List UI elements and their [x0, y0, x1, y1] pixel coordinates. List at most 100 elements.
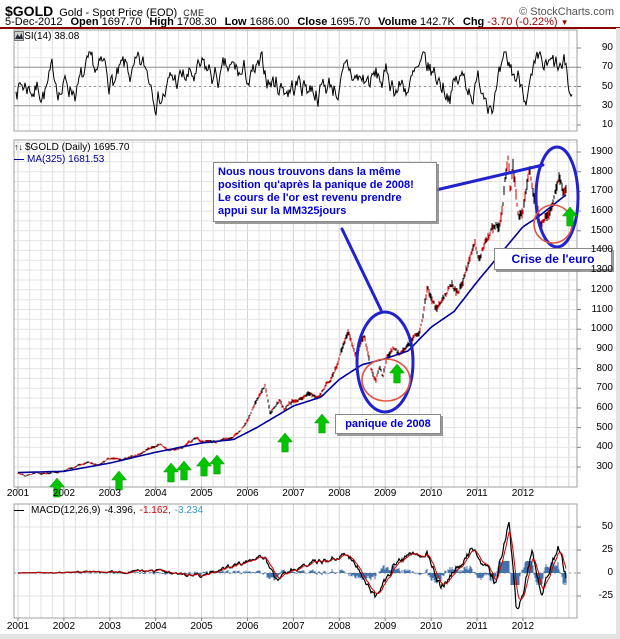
change-down-icon: ▼ [560, 18, 569, 27]
price-label-row: ↑↓ $GOLD (Daily) 1695.70 [14, 142, 130, 153]
buy-arrow-icon [561, 206, 579, 227]
panel-border [13, 139, 578, 488]
right-margin-strip [616, 28, 620, 639]
macd-line-icon: — [14, 505, 24, 516]
quote-value: 1695.70 [330, 16, 371, 28]
x-axis-year-label: 2009 [374, 621, 397, 632]
x-axis-year-label: 2012 [511, 621, 535, 632]
y-axis-label: 1500 [590, 224, 613, 236]
y-axis-label: 70 [601, 61, 613, 73]
panel-border [13, 29, 578, 132]
y-axis-label: 50 [601, 80, 613, 92]
quote-chg: Chg -3.70 (-0.22%) ▼ [463, 16, 569, 28]
x-axis-year-label: 2006 [236, 621, 259, 632]
quote-label: Chg [462, 16, 485, 28]
x-axis-year-label: 2008 [328, 488, 351, 499]
note-line: Nous nous trouvons dans la même [218, 166, 401, 178]
buy-arrow-icon [388, 363, 406, 384]
x-axis-year-label: 2011 [466, 488, 488, 499]
quote-high: High 1708.30 [149, 16, 216, 28]
note-line: Le cours de l'or est revenu prendre [218, 192, 402, 204]
buy-arrow-icon [195, 456, 213, 477]
ma-label: MA(325) 1681.53 [27, 154, 105, 165]
x-axis-year-label: 2009 [374, 488, 397, 499]
quote-label: Open [70, 16, 99, 28]
y-axis-label: 800 [596, 362, 613, 374]
annotation-note-box: Nous nous trouvons dans la même position… [213, 162, 437, 222]
buy-arrow-icon [313, 413, 331, 434]
price-bars-black [21, 158, 567, 477]
x-axis-year-label: 2004 [144, 621, 167, 632]
panel-border [13, 503, 578, 619]
y-axis-label: 700 [596, 382, 613, 394]
price-series-label: $GOLD (Daily) 1695.70 [25, 142, 130, 153]
macd-label-row: — MACD(12,26,9) -4.396, -1.162, -3.234 [14, 505, 203, 516]
y-axis-label: 1800 [590, 165, 613, 177]
quote-open: Open 1697.70 [70, 16, 141, 28]
y-axis-label: 0 [607, 567, 613, 578]
y-axis-label: 1700 [590, 185, 613, 197]
x-axis-year-label: 2002 [52, 488, 76, 499]
quote-value: 142.7K [420, 16, 455, 28]
x-axis-year-label: 2003 [98, 621, 121, 632]
ma-label-row: — MA(325) 1681.53 [14, 154, 104, 165]
macd-signal-line [17, 531, 567, 600]
x-axis-year-label: 2008 [328, 621, 351, 632]
y-axis-label: 500 [596, 421, 613, 433]
ma325-line [18, 194, 567, 474]
quote-close: Close 1695.70 [297, 16, 370, 28]
macd-value: -4.396, [104, 505, 136, 516]
quote-value: 1697.70 [101, 16, 142, 28]
y-axis-label: 25 [601, 544, 613, 555]
updown-arrows-icon: ↑↓ [14, 142, 23, 152]
y-axis-label: 1200 [590, 283, 613, 295]
annotation-ellipse [361, 358, 411, 402]
instrument-title: Gold - Spot Price (EOD) [59, 7, 178, 19]
chart-header: $GOLD Gold - Spot Price (EOD) CME [5, 3, 204, 19]
annotation-ellipse [534, 145, 580, 249]
x-axis-year-label: 2007 [282, 488, 305, 499]
x-axis-year-label: 2005 [190, 488, 213, 499]
x-axis-year-label: 2005 [190, 621, 213, 632]
buy-arrow-icon [162, 462, 180, 483]
y-axis-label: 90 [601, 42, 613, 53]
panique-2008-label: panique de 2008 [335, 414, 441, 434]
x-axis-year-label: 2011 [466, 621, 488, 632]
annotation-pointer-line [434, 163, 545, 192]
macd-signal-value: -1.162, [139, 505, 171, 516]
y-axis-label: 50 [601, 521, 613, 532]
y-axis-label: 400 [596, 441, 613, 453]
x-axis-year-label: 2010 [419, 621, 443, 632]
x-axis-year-label: 2006 [236, 488, 259, 499]
quote-label: Volume [378, 16, 418, 28]
quote-value: 1686.00 [249, 16, 290, 28]
quote-value: 1708.30 [176, 16, 217, 28]
y-axis-label: 1900 [590, 146, 613, 157]
y-axis-label: 1600 [590, 205, 613, 217]
y-axis-label: 1000 [590, 323, 613, 335]
y-axis-label: 1400 [590, 244, 613, 256]
exchange-label: CME [183, 8, 205, 18]
macd-histogram [18, 561, 567, 585]
quote-value: -3.70 (-0.22%) [487, 16, 558, 28]
y-axis-label: 30 [601, 99, 613, 111]
crise-euro-label: Crise de l'euro [494, 248, 612, 270]
x-axis-year-label: 2002 [52, 621, 76, 632]
x-axis-year-label: 2007 [282, 621, 305, 632]
rsi-label-row: RSI(14) 38.08 [14, 31, 79, 42]
buy-arrow-icon [208, 454, 226, 475]
buy-arrow-icon [48, 477, 66, 498]
y-axis-label: 900 [596, 342, 613, 354]
rsi-line [15, 50, 573, 116]
x-axis-year-label: 2010 [419, 488, 443, 499]
y-axis-label: 600 [596, 401, 613, 413]
quote-label: Close [297, 16, 328, 28]
quote-label: High [149, 16, 174, 28]
note-line: appui sur la MM325jours [218, 205, 347, 217]
buy-arrow-icon [276, 432, 294, 453]
note-line: position qu'après la panique de 2008! [218, 179, 414, 191]
x-axis-year-label: 2001 [6, 621, 30, 632]
rsi-label: RSI(14) 38.08 [17, 31, 80, 42]
